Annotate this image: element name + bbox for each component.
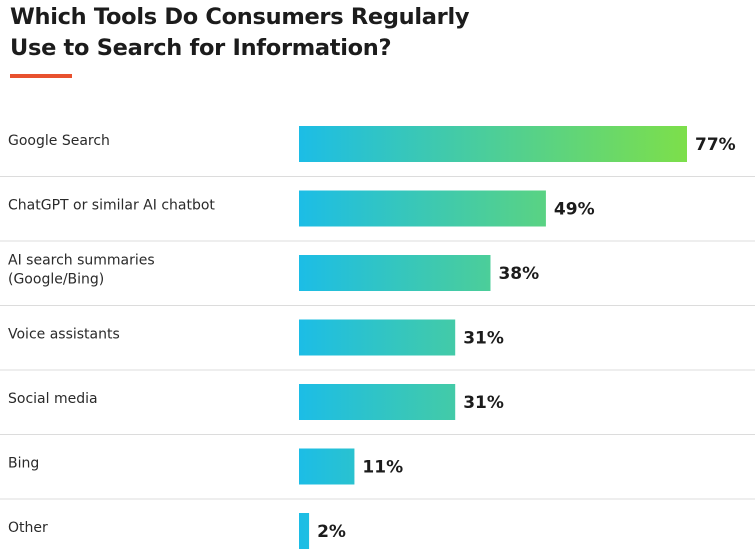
category-label: Voice assistants: [8, 327, 120, 343]
category-labels: Google Search ChatGPT or similar AI chatb…: [8, 133, 215, 536]
title-underline: [10, 74, 72, 78]
bar: [299, 190, 546, 227]
bars: [299, 126, 687, 549]
bar: [299, 319, 456, 356]
value-label: 38%: [498, 264, 539, 284]
value-labels: 77% 49% 38% 31% 31% 11% 2%: [317, 135, 736, 542]
bar: [299, 255, 491, 291]
bar: [299, 384, 456, 420]
category-label: Social media: [8, 391, 98, 407]
category-label: ChatGPT or similar AI chatbot: [8, 198, 215, 214]
category-label: Bing: [8, 456, 39, 472]
chart-title-line-1: Which Tools Do Consumers Regularly: [10, 4, 470, 30]
category-label: Other: [8, 520, 48, 536]
bar: [299, 126, 687, 162]
value-label: 77%: [695, 135, 736, 155]
category-label: AI search summaries (Google/Bing): [8, 253, 155, 288]
value-label: 31%: [463, 329, 504, 349]
chart-title-line-2: Use to Search for Information?: [10, 35, 392, 61]
category-label: Google Search: [8, 133, 110, 149]
row-separators: [0, 176, 755, 500]
chart-title: Which Tools Do Consumers Regularly Use to…: [10, 2, 570, 64]
value-label: 2%: [317, 522, 346, 542]
value-label: 11%: [362, 458, 403, 478]
value-label: 49%: [554, 200, 595, 220]
bar: [299, 513, 310, 549]
bar: [299, 448, 355, 485]
value-label: 31%: [463, 393, 504, 413]
